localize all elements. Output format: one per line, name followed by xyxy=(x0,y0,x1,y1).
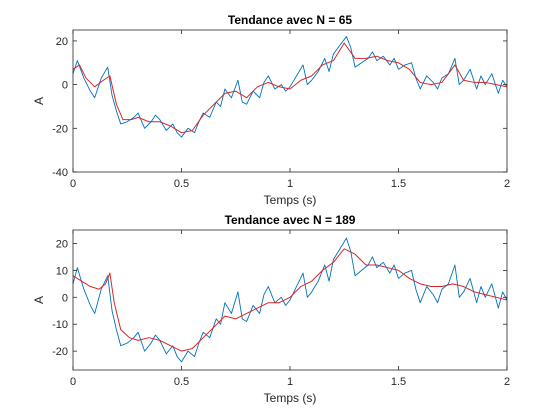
x-tick-label: 0 xyxy=(70,376,76,388)
y-tick-label: 0 xyxy=(62,80,68,92)
y-tick-label: 20 xyxy=(56,36,68,48)
y-tick-label: -20 xyxy=(52,123,68,135)
x-tick-label: 1.5 xyxy=(391,376,406,388)
chart-title: Tendance avec N = 65 xyxy=(228,13,353,27)
x-tick-label: 1 xyxy=(287,376,293,388)
x-tick-label: 2 xyxy=(504,178,510,190)
y-tick-label: -10 xyxy=(52,319,68,331)
y-tick-label: -20 xyxy=(52,346,68,358)
trend-line xyxy=(72,42,508,134)
subplot-bottom: Tendance avec N = 189 Temps (s) A 0 0.5 1 1… xyxy=(32,213,510,405)
y-tick-label: 20 xyxy=(56,238,68,250)
y-axis-label: A xyxy=(32,296,46,304)
x-tick-label: 2 xyxy=(504,376,510,388)
y-tick-label: 0 xyxy=(62,292,68,304)
y-tick-label: -40 xyxy=(52,167,68,179)
x-axis-label: Temps (s) xyxy=(264,193,317,207)
trend-line xyxy=(72,248,508,352)
x-tick-label: 0.5 xyxy=(174,178,189,190)
subplot-top: Tendance avec N = 65 Temps (s) A 0 0.5 1 1.… xyxy=(32,13,510,207)
x-tick-label: 0.5 xyxy=(174,376,189,388)
y-axis-label: A xyxy=(32,97,46,105)
signal-line xyxy=(72,36,508,138)
signal-line xyxy=(72,237,508,363)
y-tick-label: 10 xyxy=(56,265,68,277)
x-tick-label: 0 xyxy=(70,178,76,190)
chart-title: Tendance avec N = 189 xyxy=(225,213,356,227)
x-tick-label: 1.5 xyxy=(391,178,406,190)
x-tick-label: 1 xyxy=(287,178,293,190)
x-axis-label: Temps (s) xyxy=(264,391,317,405)
